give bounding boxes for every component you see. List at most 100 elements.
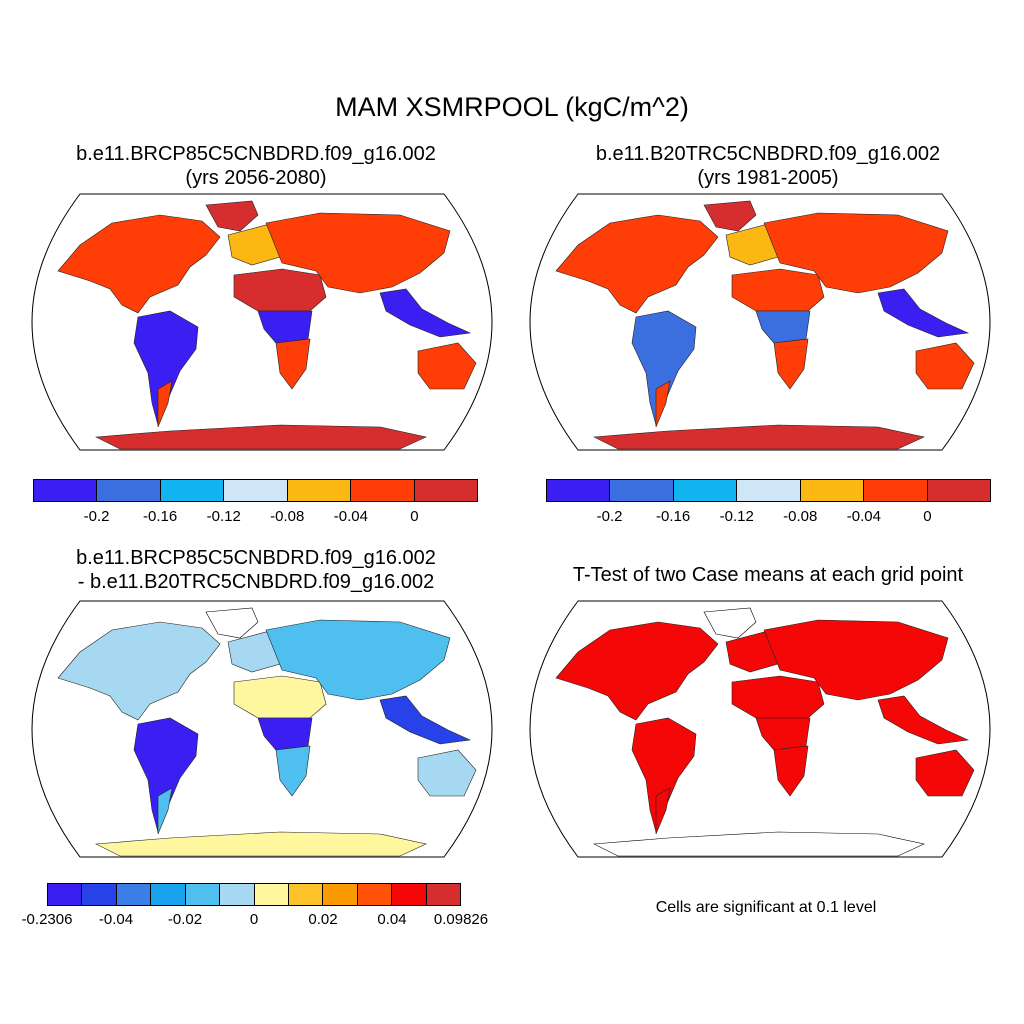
north-africa-region (233, 268, 327, 312)
panel-1-title-line1: b.e11.BRCP85C5CNBDRD.f09_g16.002 (76, 143, 436, 165)
colorbar-swatch (185, 884, 221, 905)
colorbar-tick-label: -0.12 (719, 508, 754, 525)
colorbar-tick-label: 0 (249, 911, 259, 928)
southeast-asia-region (379, 288, 472, 338)
south-america-south (655, 380, 671, 428)
australia-region (417, 342, 477, 390)
colorbar-tick-label: -0.04 (333, 508, 368, 525)
colorbar-tick-label: 0 (410, 508, 419, 525)
colorbar-swatch (48, 884, 83, 905)
colorbar-tick-label: 0.09826 (433, 911, 489, 928)
colorbar-swatch (288, 884, 324, 905)
panel-3-colorbar (47, 883, 461, 906)
colorbar-tick-label: 0.04 (377, 911, 407, 928)
colorbar-tick-label: 0 (923, 508, 932, 525)
asia-region (763, 619, 949, 701)
colorbar-swatch (864, 480, 928, 501)
land-layer (57, 200, 477, 450)
significance-note: Cells are significant at 0.1 level (655, 899, 877, 916)
colorbar-swatch (254, 884, 289, 905)
antarctica-region (592, 831, 925, 857)
land-layer (555, 200, 975, 450)
land-layer (555, 607, 975, 857)
southeast-asia-region (379, 695, 472, 745)
colorbar-swatch (547, 480, 611, 501)
panel-2-title: b.e11.B20TRC5CNBDRD.f09_g16.002 (yrs 198… (596, 142, 940, 190)
north-africa-region (731, 675, 825, 719)
colorbar-tick-label: -0.16 (143, 508, 178, 525)
panel-2-title-line1: b.e11.B20TRC5CNBDRD.f09_g16.002 (595, 143, 941, 165)
antarctica-region (592, 424, 925, 450)
colorbar-swatch (357, 884, 393, 905)
antarctica-region (94, 831, 427, 857)
panel-1-colorbar (33, 479, 478, 502)
greenland-region (205, 200, 259, 232)
antarctica-region (94, 424, 427, 450)
north-africa-region (731, 268, 825, 312)
panel-3-title-line2: - b.e11.B20TRC5CNBDRD.f09_g16.002 (77, 571, 435, 593)
panel-1-title: b.e11.BRCP85C5CNBDRD.f09_g16.002 (yrs 20… (76, 142, 436, 190)
colorbar-tick-label: -0.12 (206, 508, 241, 525)
panel-2-colorbar (546, 479, 991, 502)
panel-1-colorbar-ticks: -0.2 -0.16 -0.12 -0.08 -0.04 0 (33, 508, 478, 528)
colorbar-swatch (151, 884, 186, 905)
colorbar-swatch (116, 884, 152, 905)
colorbar-swatch (610, 480, 674, 501)
colorbar-swatch (287, 480, 352, 501)
north-america-region (555, 214, 719, 314)
australia-region (915, 342, 975, 390)
colorbar-swatch (82, 884, 117, 905)
south-america-south (157, 787, 173, 835)
panel-4-title: T-Test of two Case means at each grid po… (572, 564, 964, 586)
panel-4-map (529, 600, 991, 858)
colorbar-tick-label: -0.2 (83, 508, 110, 525)
colorbar-tick-label: -0.08 (270, 508, 305, 525)
panel-3-title-line1: b.e11.BRCP85C5CNBDRD.f09_g16.002 (76, 547, 436, 569)
panel-1-title-line2: (yrs 2056-2080) (185, 167, 327, 189)
panel-1-map (31, 193, 493, 451)
colorbar-swatch (224, 480, 288, 501)
australia-region (417, 749, 477, 797)
panel-2-title-line2: (yrs 1981-2005) (697, 167, 839, 189)
north-america-region (57, 214, 221, 314)
panel-3-colorbar-ticks: -0.2306 -0.04 -0.02 0 0.02 0.04 0.09826 (22, 911, 489, 931)
colorbar-tick-label: -0.04 (846, 508, 881, 525)
figure-title: MAM XSMRPOOL (kgC/m^2) (335, 92, 689, 122)
panel-3-title: b.e11.BRCP85C5CNBDRD.f09_g16.002 - b.e11… (76, 546, 436, 594)
southeast-asia-region (877, 288, 970, 338)
north-america-region (555, 621, 719, 721)
colorbar-tick-label: -0.02 (167, 911, 203, 928)
colorbar-swatch (34, 480, 98, 501)
asia-region (265, 212, 451, 294)
south-america-south (157, 380, 173, 428)
australia-region (915, 749, 975, 797)
colorbar-swatch (392, 884, 427, 905)
colorbar-tick-label: -0.2306 (21, 911, 73, 928)
colorbar-swatch (414, 480, 477, 501)
panel-2-colorbar-ticks: -0.2 -0.16 -0.12 -0.08 -0.04 0 (546, 508, 991, 528)
colorbar-swatch (97, 480, 161, 501)
greenland-region (703, 200, 757, 232)
north-africa-region (233, 675, 327, 719)
south-africa-region (773, 338, 809, 390)
south-africa-region (773, 745, 809, 797)
land-layer (57, 607, 477, 857)
colorbar-tick-label: 0.02 (308, 911, 338, 928)
colorbar-swatch (323, 884, 358, 905)
panel-3-map (31, 600, 493, 858)
colorbar-swatch (927, 480, 990, 501)
asia-region (265, 619, 451, 701)
panel-2-map (529, 193, 991, 451)
asia-region (763, 212, 949, 294)
colorbar-tick-label: -0.16 (656, 508, 691, 525)
colorbar-swatch (800, 480, 865, 501)
colorbar-swatch (737, 480, 801, 501)
south-america-south (655, 787, 671, 835)
colorbar-swatch (220, 884, 255, 905)
greenland-region (703, 607, 757, 639)
colorbar-swatch (426, 884, 461, 905)
north-america-region (57, 621, 221, 721)
southeast-asia-region (877, 695, 970, 745)
south-africa-region (275, 338, 311, 390)
colorbar-tick-label: -0.2 (596, 508, 623, 525)
